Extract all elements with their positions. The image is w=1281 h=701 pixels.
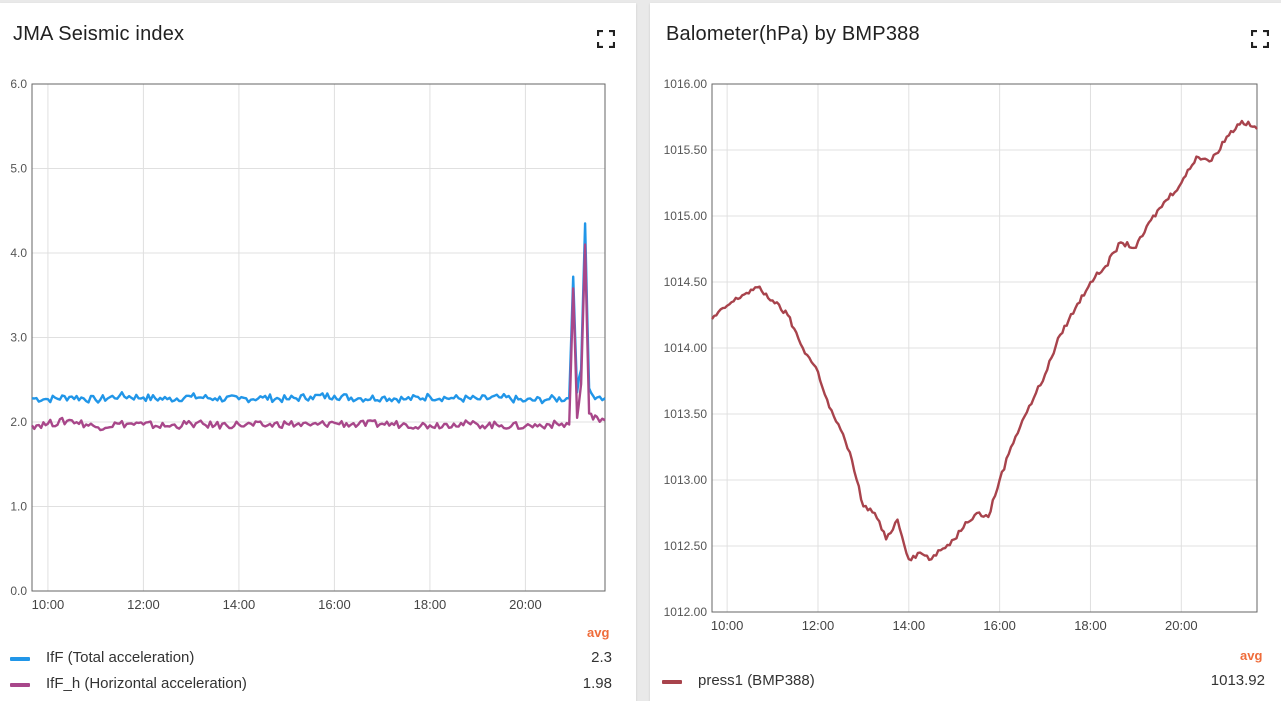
y-tick-label: 1016.00: [664, 77, 708, 91]
y-tick-label: 3.0: [10, 331, 27, 345]
y-tick-label: 4.0: [10, 246, 27, 260]
avg-column-header: avg: [587, 625, 610, 640]
x-tick-label: 12:00: [802, 618, 835, 633]
x-tick-label: 14:00: [223, 597, 256, 612]
y-tick-label: 1012.00: [664, 605, 708, 619]
barometer-chart: 1012.00 1012.50 1013.00 1013.50 1014.00 1014.…: [664, 77, 1258, 633]
fullscreen-icon[interactable]: [596, 29, 616, 49]
fullscreen-icon[interactable]: [1250, 29, 1270, 49]
x-tick-label: 16:00: [983, 618, 1016, 633]
series-line: [30, 243, 606, 432]
barometer-panel: Balometer(hPa) by BMP388 1012.00 1012.50 1…: [650, 3, 1281, 701]
legend-item[interactable]: IfF_h (Horizontal acceleration) 1.98: [10, 675, 620, 695]
legend-label: IfF_h (Horizontal acceleration): [46, 675, 247, 692]
legend-swatch: [10, 657, 30, 661]
y-tick-label: 5.0: [10, 162, 27, 176]
seismic-index-panel: JMA Seismic index 0.0 1.0 2.0 3.0 4.0 5.0 6.0 1…: [0, 3, 636, 701]
y-tick-label: 1013.50: [664, 407, 708, 421]
seismic-chart: 0.0 1.0 2.0 3.0 4.0 5.0 6.0 10:00 12:00 14:00 16:0…: [10, 77, 606, 612]
legend-label: press1 (BMP388): [698, 672, 815, 689]
legend-item[interactable]: IfF (Total acceleration) 2.3: [10, 649, 620, 669]
x-tick-label: 14:00: [893, 618, 926, 633]
panel-title: JMA Seismic index: [13, 23, 185, 45]
legend-swatch: [10, 683, 30, 687]
legend-item[interactable]: press1 (BMP388) 1013.92: [662, 672, 1267, 692]
x-tick-label: 20:00: [1165, 618, 1198, 633]
y-tick-label: 1014.00: [664, 341, 708, 355]
y-tick-label: 1014.50: [664, 275, 708, 289]
x-tick-label: 12:00: [127, 597, 160, 612]
y-tick-label: 1.0: [10, 500, 27, 514]
y-tick-label: 6.0: [10, 77, 27, 91]
y-tick-label: 0.0: [10, 584, 27, 598]
x-tick-label: 18:00: [1074, 618, 1107, 633]
x-tick-label: 20:00: [509, 597, 542, 612]
x-tick-label: 18:00: [414, 597, 447, 612]
y-tick-label: 1015.00: [664, 209, 708, 223]
x-tick-label: 16:00: [318, 597, 351, 612]
series-line: [711, 119, 1258, 562]
panel-title: Balometer(hPa) by BMP388: [666, 23, 920, 45]
legend-avg-value: 1013.92: [1210, 672, 1265, 689]
avg-column-header: avg: [1240, 648, 1263, 663]
legend-swatch: [662, 680, 682, 684]
plot-frame: [31, 83, 606, 592]
y-tick-label: 1012.50: [664, 539, 708, 553]
x-tick-label: 10:00: [711, 618, 744, 633]
y-tick-label: 1015.50: [664, 143, 708, 157]
legend-avg-value: 2.3: [591, 649, 612, 666]
x-tick-label: 10:00: [32, 597, 65, 612]
series-line: [31, 222, 606, 405]
y-tick-label: 1013.00: [664, 473, 708, 487]
legend-avg-value: 1.98: [582, 675, 612, 692]
legend-label: IfF (Total acceleration): [46, 649, 195, 666]
y-tick-label: 2.0: [10, 415, 27, 429]
plot-frame: [711, 83, 1258, 613]
